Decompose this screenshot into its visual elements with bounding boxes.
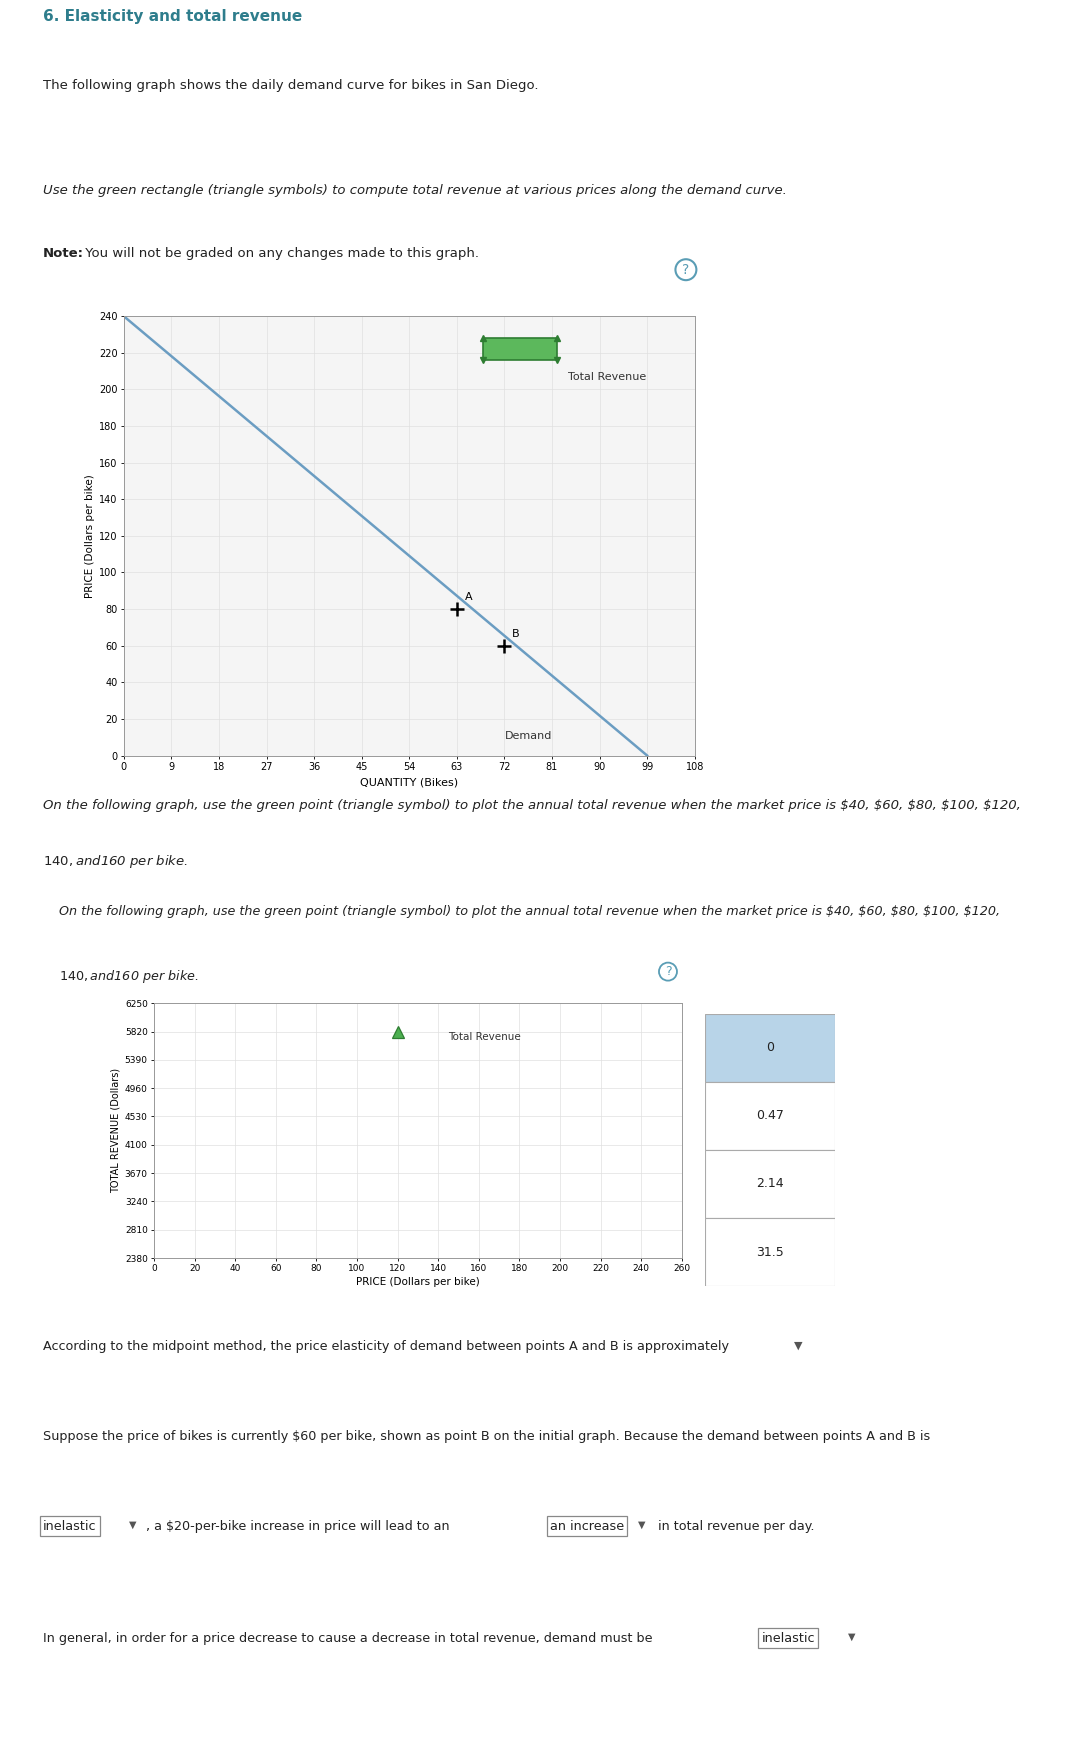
Text: $140, and $160 per bike.: $140, and $160 per bike. (59, 968, 199, 986)
Text: 6. Elasticity and total revenue: 6. Elasticity and total revenue (43, 9, 303, 25)
Y-axis label: TOTAL REVENUE (Dollars): TOTAL REVENUE (Dollars) (111, 1068, 121, 1193)
Text: $140, and $160 per bike.: $140, and $160 per bike. (43, 854, 188, 870)
Text: According to the midpoint method, the price elasticity of demand between points : According to the midpoint method, the pr… (43, 1341, 729, 1353)
Text: an increase: an increase (549, 1520, 624, 1532)
X-axis label: PRICE (Dollars per bike): PRICE (Dollars per bike) (356, 1277, 479, 1288)
Bar (705, 1218, 835, 1286)
Text: 31.5: 31.5 (756, 1246, 784, 1258)
X-axis label: QUANTITY (Bikes): QUANTITY (Bikes) (360, 777, 459, 787)
Text: inelastic: inelastic (43, 1520, 97, 1532)
Text: A: A (465, 592, 473, 603)
Bar (705, 1082, 835, 1149)
Text: , a $20-per-bike increase in price will lead to an: , a $20-per-bike increase in price will … (146, 1520, 450, 1532)
Text: In general, in order for a price decrease to cause a decrease in total revenue, : In general, in order for a price decreas… (43, 1632, 653, 1645)
Text: Note:: Note: (43, 248, 84, 260)
Text: Use the green rectangle (triangle symbols) to compute total revenue at various p: Use the green rectangle (triangle symbol… (43, 184, 787, 197)
Text: ▼: ▼ (129, 1520, 137, 1530)
Text: ▼: ▼ (848, 1632, 855, 1641)
Y-axis label: PRICE (Dollars per bike): PRICE (Dollars per bike) (85, 474, 95, 597)
Text: Suppose the price of bikes is currently $60 per bike, shown as point B on the in: Suppose the price of bikes is currently … (43, 1430, 931, 1442)
Text: On the following graph, use the green point (triangle symbol) to plot the annual: On the following graph, use the green po… (59, 905, 1001, 917)
Bar (484, 337, 557, 360)
Bar (705, 1014, 835, 1082)
Text: On the following graph, use the green point (triangle symbol) to plot the annual: On the following graph, use the green po… (43, 799, 1021, 812)
Text: ?: ? (683, 264, 689, 276)
Text: You will not be graded on any changes made to this graph.: You will not be graded on any changes ma… (81, 248, 479, 260)
Text: Total Revenue: Total Revenue (568, 372, 646, 381)
Text: ▼: ▼ (638, 1520, 645, 1530)
Text: ?: ? (665, 965, 671, 979)
Text: Total Revenue: Total Revenue (448, 1031, 521, 1042)
Text: ▼: ▼ (794, 1341, 802, 1351)
Text: The following graph shows the daily demand curve for bikes in San Diego.: The following graph shows the daily dema… (43, 79, 538, 91)
Bar (705, 1149, 835, 1218)
Text: 0: 0 (766, 1042, 774, 1054)
Text: inelastic: inelastic (761, 1632, 815, 1645)
Text: B: B (513, 629, 520, 638)
Text: 0.47: 0.47 (756, 1109, 784, 1123)
Text: in total revenue per day.: in total revenue per day. (658, 1520, 815, 1532)
Text: 2.14: 2.14 (756, 1177, 784, 1191)
Text: Demand: Demand (504, 731, 551, 741)
